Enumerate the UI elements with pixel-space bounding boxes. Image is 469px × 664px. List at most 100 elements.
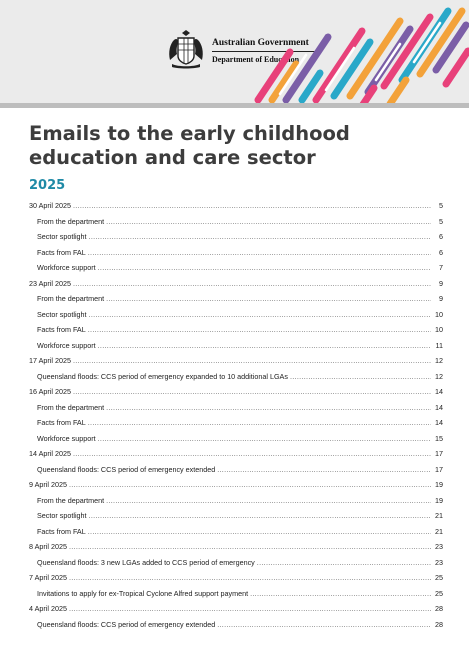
toc-entry[interactable]: Queensland floods: CCS period of emergen…: [29, 620, 443, 636]
toc-entry[interactable]: Facts from FAL 10: [29, 325, 443, 341]
toc-entry-label: 16 April 2025: [29, 387, 71, 396]
toc-leader-dots: [73, 387, 431, 396]
toc-leader-dots: [88, 325, 431, 334]
toc-entry-label: 7 April 2025: [29, 573, 67, 582]
toc-entry-page-number: 21: [435, 511, 443, 520]
toc-entry-label: Queensland floods: CCS period of emergen…: [37, 464, 216, 474]
toc-entry[interactable]: 23 April 2025 9: [29, 279, 443, 295]
toc-entry[interactable]: 16 April 2025 14: [29, 387, 443, 403]
toc-leader-dots: [69, 480, 431, 489]
toc-leader-dots: [106, 496, 431, 505]
toc-entry-label: Facts from FAL: [37, 526, 86, 536]
government-logo: Australian Government Department of Educ…: [164, 30, 322, 70]
toc-entry-page-number: 19: [435, 495, 443, 505]
toc-leader-dots: [73, 356, 431, 365]
decorative-stripes: [254, 7, 469, 108]
toc-entry[interactable]: Facts from FAL 21: [29, 527, 443, 543]
toc-entry-label: Workforce support: [37, 340, 96, 350]
toc-entry[interactable]: 8 April 2025 23: [29, 542, 443, 558]
toc-leader-dots: [88, 527, 431, 536]
toc-entry-page-number: 14: [435, 387, 443, 396]
toc-entry[interactable]: 9 April 2025 19: [29, 480, 443, 496]
table-of-contents: 30 April 2025 5 From the department 5 Sector…: [29, 201, 443, 635]
toc-entry[interactable]: Sector spotlight 10: [29, 310, 443, 326]
toc-entry-label: 23 April 2025: [29, 278, 71, 288]
toc-entry-page-number: 10: [435, 325, 443, 334]
toc-entry-label: Workforce support: [37, 263, 96, 272]
toc-leader-dots: [106, 217, 431, 226]
toc-entry[interactable]: From the department 14: [29, 403, 443, 419]
toc-entry-page-number: 17: [435, 464, 443, 474]
toc-entry[interactable]: Queensland floods: 3 new LGAs added to C…: [29, 558, 443, 574]
toc-entry-page-number: 19: [435, 480, 443, 489]
toc-entry-label: 14 April 2025: [29, 449, 71, 458]
toc-leader-dots: [69, 604, 431, 613]
toc-entry[interactable]: Workforce support 7: [29, 263, 443, 279]
department-name: Department of Education: [212, 55, 300, 64]
toc-entry-label: Queensland floods: CCS period of emergen…: [37, 619, 216, 629]
toc-leader-dots: [88, 418, 431, 427]
toc-entry-page-number: 17: [435, 449, 443, 458]
toc-entry[interactable]: From the department 9: [29, 294, 443, 310]
toc-entry-page-number: 15: [435, 433, 443, 443]
toc-entry-page-number: 5: [439, 201, 443, 210]
toc-leader-dots: [106, 403, 431, 412]
toc-leader-dots: [69, 573, 431, 582]
page-title: Emails to the early childhood education …: [29, 122, 350, 169]
toc-entry[interactable]: Workforce support 11: [29, 341, 443, 357]
toc-entry[interactable]: Queensland floods: CCS period of emergen…: [29, 465, 443, 481]
toc-entry-label: 17 April 2025: [29, 356, 71, 365]
toc-entry[interactable]: 4 April 2025 28: [29, 604, 443, 620]
toc-entry-label: 8 April 2025: [29, 542, 67, 551]
toc-entry-page-number: 11: [435, 340, 443, 350]
toc-entry-label: Queensland floods: CCS period of emergen…: [37, 371, 288, 381]
toc-entry-page-number: 9: [439, 294, 443, 303]
toc-entry[interactable]: Sector spotlight 6: [29, 232, 443, 248]
toc-entry-page-number: 5: [439, 216, 443, 226]
toc-entry[interactable]: 17 April 2025 12: [29, 356, 443, 372]
toc-entry[interactable]: Facts from FAL 6: [29, 248, 443, 264]
toc-entry-page-number: 9: [439, 278, 443, 288]
toc-leader-dots: [257, 558, 431, 567]
toc-entry[interactable]: From the department 19: [29, 496, 443, 512]
toc-entry-page-number: 25: [435, 573, 443, 582]
toc-leader-dots: [69, 542, 431, 551]
toc-entry-page-number: 6: [439, 247, 443, 257]
toc-entry[interactable]: 30 April 2025 5: [29, 201, 443, 217]
government-name: Australian Government: [212, 38, 322, 52]
toc-entry[interactable]: 14 April 2025 17: [29, 449, 443, 465]
toc-entry-page-number: 28: [435, 619, 443, 629]
coat-of-arms-icon: [169, 30, 203, 69]
toc-entry[interactable]: Sector spotlight 21: [29, 511, 443, 527]
toc-entry-label: From the department: [37, 216, 105, 226]
toc-entry-page-number: 14: [435, 418, 443, 427]
toc-entry[interactable]: Workforce support 15: [29, 434, 443, 450]
toc-leader-dots: [98, 263, 431, 272]
toc-entry[interactable]: Queensland floods: CCS period of emergen…: [29, 372, 443, 388]
toc-leader-dots: [290, 372, 431, 381]
toc-entry[interactable]: 7 April 2025 25: [29, 573, 443, 589]
toc-entry-page-number: 12: [435, 356, 443, 365]
toc-leader-dots: [88, 248, 431, 257]
toc-entry-page-number: 6: [439, 232, 443, 241]
toc-leader-dots: [73, 279, 431, 288]
toc-entry-label: Workforce support: [37, 433, 96, 443]
toc-leader-dots: [98, 341, 431, 350]
toc-entry[interactable]: Invitations to apply for ex-Tropical Cyc…: [29, 589, 443, 605]
toc-leader-dots: [98, 434, 431, 443]
toc-leader-dots: [106, 294, 431, 303]
toc-entry-label: Sector spotlight: [37, 232, 87, 241]
toc-leader-dots: [73, 449, 431, 458]
toc-leader-dots: [217, 620, 431, 629]
toc-entry[interactable]: Facts from FAL 14: [29, 418, 443, 434]
toc-entry-label: Sector spotlight: [37, 511, 87, 520]
toc-entry[interactable]: From the department 5: [29, 217, 443, 233]
page-subtitle: 2025: [29, 178, 66, 193]
toc-entry-label: Facts from FAL: [37, 247, 86, 257]
toc-entry-page-number: 25: [435, 588, 443, 598]
toc-entry-label: Sector spotlight: [37, 309, 87, 319]
document-header: Australian Government Department of Educ…: [0, 0, 469, 108]
toc-entry-page-number: 7: [439, 263, 443, 272]
toc-entry-label: From the department: [37, 402, 105, 412]
toc-entry-label: Queensland floods: 3 new LGAs added to C…: [37, 557, 255, 567]
